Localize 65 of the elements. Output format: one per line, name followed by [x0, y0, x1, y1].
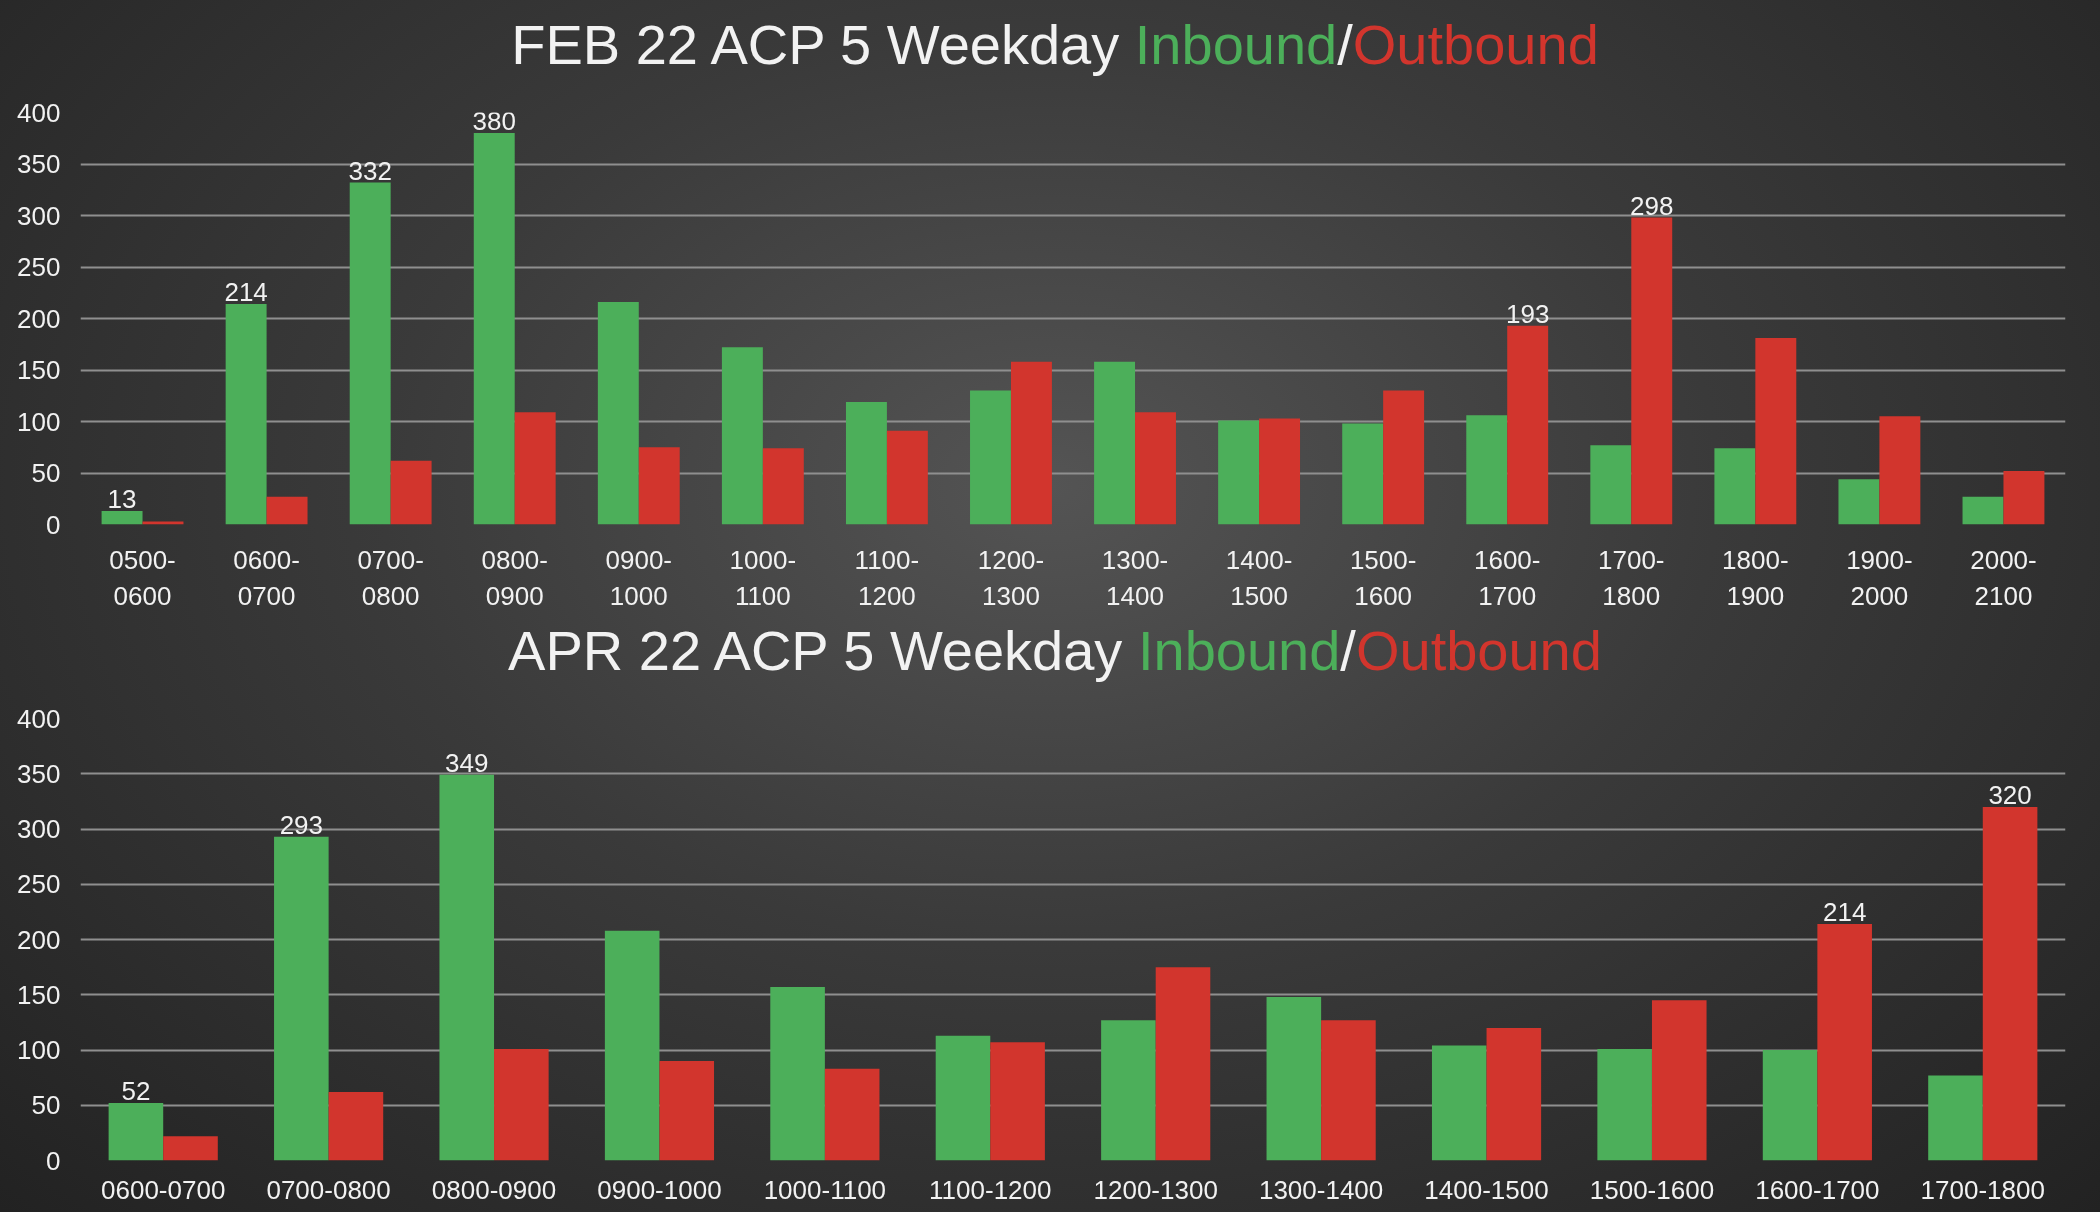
data-label: 320	[1988, 779, 2032, 810]
x-tick-label: 1200-1300	[1093, 1174, 1218, 1205]
x-tick-label: 1500-1600	[1589, 1174, 1715, 1205]
text: Outbound	[1352, 13, 1599, 76]
y-tick-label: 100	[17, 406, 61, 437]
data-label: 293	[279, 809, 324, 840]
text: Inbound	[1137, 619, 1341, 682]
x-tick-label: 0800-0900	[481, 544, 548, 611]
chart-title: FEB 22 ACP 5 Weekday	[511, 13, 1120, 76]
x-tick-label: 1400-1500	[1424, 1174, 1549, 1205]
data-label: 13	[107, 484, 137, 515]
y-tick-label: 50	[31, 1090, 61, 1121]
y-tick-label: 250	[17, 252, 61, 282]
text: /	[1337, 13, 1353, 76]
y-tick-label: 350	[17, 758, 61, 789]
x-tick-label: 1000-1100	[729, 544, 797, 611]
x-tick-label: 1800-1900	[1722, 544, 1789, 611]
x-tick-label: 1100-1200	[854, 544, 920, 611]
text: /	[1340, 619, 1356, 682]
y-tick-label: 300	[17, 200, 61, 231]
text: Inbound	[1134, 13, 1338, 76]
y-tick-label: 350	[17, 149, 61, 179]
x-tick-label: 0600-0700	[101, 1174, 226, 1205]
x-tick-label: 1500-1600	[1349, 544, 1417, 611]
x-tick-label: 0700-0800	[357, 544, 424, 611]
y-tick-label: 400	[17, 97, 61, 128]
x-tick-label: 1300-1400	[1101, 544, 1169, 611]
y-tick-label: 150	[17, 979, 61, 1010]
data-label: 193	[1506, 298, 1550, 329]
x-tick-label: 1200-1300	[977, 544, 1045, 611]
y-tick-label: 100	[17, 1035, 61, 1065]
x-tick-label: 1600-1700	[1755, 1174, 1880, 1205]
y-tick-label: 0	[46, 509, 61, 540]
x-tick-label: 1000-1100	[763, 1174, 887, 1205]
data-label: 52	[121, 1076, 151, 1107]
x-tick-label: 0700-0800	[266, 1174, 391, 1205]
x-tick-label: 1700-1800	[1598, 544, 1665, 611]
y-tick-label: 200	[17, 303, 61, 334]
data-label: 349	[445, 747, 489, 778]
x-tick-label: 1400-1500	[1225, 544, 1293, 611]
y-tick-label: 200	[17, 924, 61, 955]
y-tick-label: 250	[17, 869, 61, 900]
data-label: 298	[1630, 190, 1674, 221]
data-label: 214	[1822, 897, 1867, 928]
x-tick-label: 1300-1400	[1258, 1174, 1384, 1205]
y-tick-label: 0	[46, 1145, 61, 1176]
y-tick-label: 50	[31, 458, 61, 488]
data-label: 332	[348, 155, 392, 186]
x-tick-label: 0600-0700	[233, 544, 300, 611]
x-tick-label: 0500-0600	[109, 544, 176, 611]
x-tick-label: 2000-2100	[1970, 544, 2037, 611]
x-tick-label: 0900-1000	[597, 1174, 722, 1205]
chart-title: APR 22 ACP 5 Weekday	[508, 619, 1123, 682]
x-tick-label: 1700-1800	[1920, 1174, 2045, 1205]
x-tick-label: 0900-1000	[605, 544, 673, 611]
data-label: 380	[472, 106, 516, 137]
x-tick-label: 1100-1200	[929, 1174, 1052, 1205]
x-tick-label: 1600-1700	[1473, 544, 1541, 611]
x-tick-label: 0800-0900	[431, 1174, 557, 1205]
y-tick-label: 300	[17, 814, 61, 844]
x-tick-label: 1900-2000	[1846, 544, 1913, 611]
y-tick-label: 150	[17, 355, 61, 385]
y-tick-label: 400	[17, 703, 61, 734]
data-label: 214	[224, 277, 268, 308]
text: Outbound	[1355, 619, 1602, 682]
